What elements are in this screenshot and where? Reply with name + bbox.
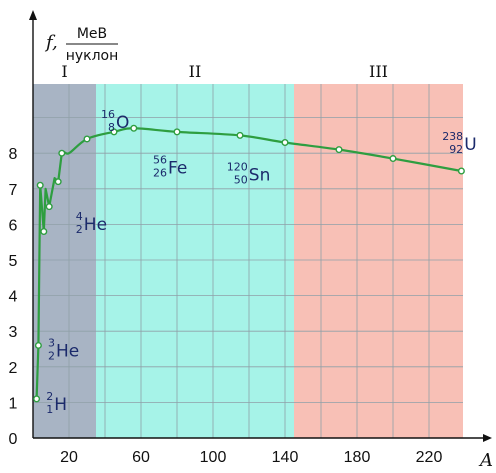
isotope-mass-number: 16	[101, 108, 115, 121]
isotope-symbol: Fe	[168, 158, 187, 178]
isotope-label-he-3: 32 He	[48, 336, 79, 362]
isotope-mass-number: 2	[46, 390, 53, 403]
y-unit-denominator: нуклон	[66, 48, 119, 64]
isotope-charge-number: 26	[153, 166, 167, 179]
region-2-label: II	[189, 62, 202, 81]
data-point	[457, 167, 465, 175]
grid-lines	[33, 84, 463, 438]
isotope-label-o-16: 168 O	[101, 108, 129, 134]
isotope-mass-number: 238	[442, 130, 463, 143]
y-tick-label: 0	[9, 431, 18, 448]
data-point	[173, 128, 181, 136]
x-tick-label: 100	[200, 449, 227, 466]
y-tick-label: 8	[9, 146, 18, 163]
isotope-label-h-2: 21 H	[46, 390, 67, 416]
region-3-background	[294, 84, 463, 438]
region-1-label: I	[61, 62, 67, 81]
isotope-charge-number: 92	[449, 143, 463, 156]
isotope-charge-number: 1	[46, 403, 53, 416]
region-2-background	[96, 84, 294, 438]
isotope-charge-number: 8	[108, 121, 115, 134]
isotope-symbol: Sn	[249, 165, 271, 185]
data-point	[33, 395, 41, 403]
data-point	[335, 146, 343, 154]
isotope-mass-number: 56	[153, 153, 167, 166]
isotope-charge-number: 2	[48, 349, 55, 362]
isotope-symbol: H	[54, 395, 67, 415]
region-1-background	[33, 84, 96, 438]
y-axis-arrow-icon	[29, 10, 37, 20]
data-point	[36, 181, 44, 189]
isotope-charge-number: 2	[76, 223, 83, 236]
isotope-mass-number: 3	[48, 336, 55, 349]
x-tick-label: 140	[272, 449, 299, 466]
data-point	[389, 155, 397, 163]
data-points	[33, 124, 465, 403]
y-tick-label: 2	[9, 360, 18, 377]
x-tick-label: 220	[416, 449, 443, 466]
y-tick-label: 4	[9, 289, 18, 306]
data-point	[281, 139, 289, 147]
y-tick-label: 1	[9, 395, 18, 412]
y-tick-label: 7	[9, 182, 18, 199]
y-tick-label: 3	[9, 324, 18, 341]
x-tick-label: 60	[132, 449, 150, 466]
x-axis-label: A	[478, 450, 493, 471]
x-tick-label: 180	[344, 449, 371, 466]
data-point	[110, 128, 118, 136]
y-unit-numerator: МеВ	[77, 26, 107, 42]
data-point	[34, 341, 42, 349]
region-backgrounds: I II III	[33, 62, 463, 438]
isotope-symbol: U	[464, 135, 476, 155]
data-point	[58, 149, 66, 157]
isotope-charge-number: 50	[234, 173, 248, 186]
y-axis-label: f,	[44, 32, 58, 53]
isotope-symbol: He	[84, 215, 107, 235]
series-curve	[35, 127, 462, 399]
data-point	[83, 135, 91, 143]
y-tick-label: 5	[9, 253, 18, 270]
data-point	[54, 178, 62, 186]
isotope-symbol: He	[56, 341, 79, 361]
binding-energy-line	[35, 127, 462, 399]
isotope-symbol: O	[116, 113, 129, 133]
data-point	[130, 124, 138, 132]
x-tick-label: 20	[60, 449, 78, 466]
isotope-label-he-4: 42 He	[76, 210, 107, 236]
isotope-mass-number: 120	[227, 160, 248, 173]
region-3-label: III	[369, 62, 388, 81]
data-point	[45, 203, 53, 211]
isotope-mass-number: 4	[76, 210, 83, 223]
x-axis-arrow-icon	[483, 434, 492, 442]
y-tick-label: 6	[9, 217, 18, 234]
data-point	[40, 228, 48, 236]
axes	[29, 10, 492, 442]
data-point	[236, 131, 244, 139]
